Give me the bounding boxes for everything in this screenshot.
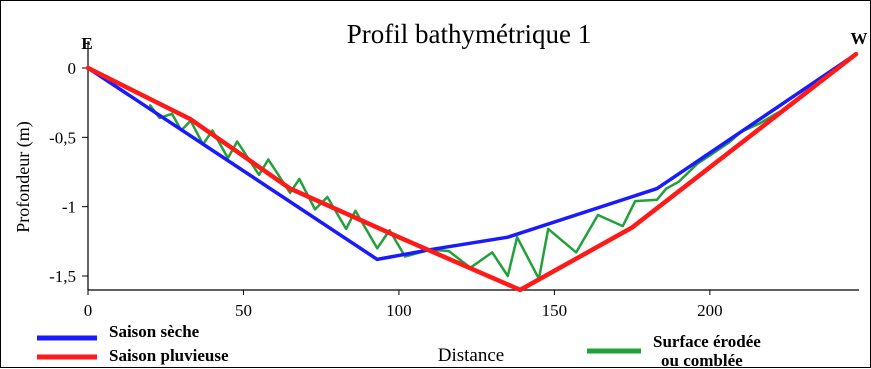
y-tick-label: -1 [62, 198, 76, 217]
series-line-saison-pluvieuse [85, 51, 859, 293]
legend-label-surface-erodee: Surface érodée ou comblée [653, 332, 761, 369]
series-line-saison-seche [86, 52, 858, 262]
label-west: W [851, 29, 868, 48]
y-tick-label: -1,5 [49, 267, 76, 286]
x-tick-label: 50 [235, 301, 252, 320]
x-tick-label: 100 [386, 301, 412, 320]
y-axis-label: Profondeur (m) [13, 121, 34, 232]
chart-title: Profil bathymétrique 1 [347, 19, 591, 49]
legend-label-saison-seche: Saison sèche [109, 322, 200, 341]
series-line-surface-erodee [148, 104, 780, 281]
x-tick-label: 150 [542, 301, 568, 320]
label-east: E [81, 34, 92, 53]
x-tick-label: 0 [84, 301, 93, 320]
legend-label-saison-pluvieuse: Saison pluvieuse [109, 346, 229, 365]
y-tick-label: -0,5 [49, 128, 76, 147]
y-tick-label: 0 [68, 59, 77, 78]
x-axis-label: Distance [438, 345, 504, 366]
x-tick-label: 200 [697, 301, 723, 320]
legend: Saison sèche Saison pluvieuse Surface ér… [37, 322, 761, 369]
